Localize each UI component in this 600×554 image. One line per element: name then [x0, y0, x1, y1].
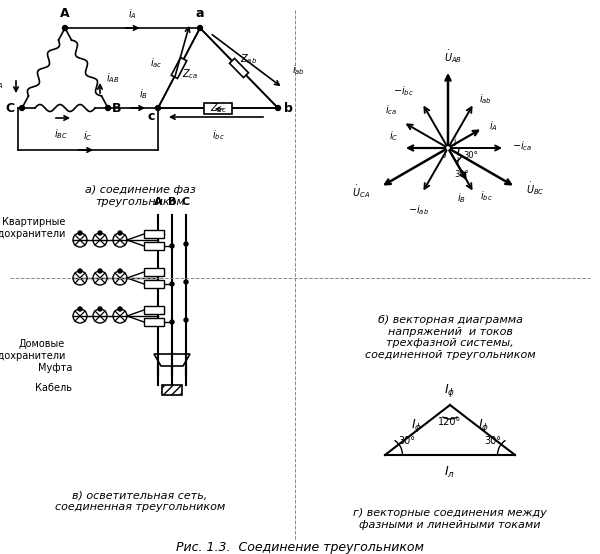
Text: C: C: [6, 101, 15, 115]
Text: $i_B$: $i_B$: [139, 87, 148, 101]
Text: $i_C$: $i_C$: [83, 129, 92, 143]
Text: $i_A$: $i_A$: [488, 119, 497, 133]
Circle shape: [118, 269, 122, 273]
Circle shape: [197, 25, 203, 30]
Text: б) векторная диаграмма
напряжений  и токов
трехфазной системы,
соединенной треуг: б) векторная диаграмма напряжений и токо…: [365, 315, 535, 360]
Text: c: c: [148, 110, 155, 123]
Text: $i_{ac}$: $i_{ac}$: [151, 56, 163, 70]
Text: $-i_{ab}$: $-i_{ab}$: [409, 203, 430, 217]
Polygon shape: [230, 58, 248, 78]
Text: $\dot{U}_{CA}$: $\dot{U}_{CA}$: [352, 183, 370, 201]
Bar: [144, 268, 164, 276]
Circle shape: [118, 231, 122, 235]
Circle shape: [184, 242, 188, 246]
Text: $i_{ab}$: $i_{ab}$: [479, 92, 492, 106]
Text: $i_{bc}$: $i_{bc}$: [212, 128, 224, 142]
Text: $\dot{U}_{AB}$: $\dot{U}_{AB}$: [444, 48, 462, 65]
Text: $I_\phi$: $I_\phi$: [411, 417, 422, 433]
Circle shape: [184, 318, 188, 322]
Bar: [144, 306, 164, 314]
Text: $i_{AB}$: $i_{AB}$: [106, 71, 119, 85]
Text: а) соединение фаз
треугольником: а) соединение фаз треугольником: [85, 185, 196, 207]
Text: Муфта: Муфта: [38, 363, 72, 373]
Bar: [144, 230, 164, 238]
Text: $i_{ab}$: $i_{ab}$: [292, 63, 305, 77]
Text: B: B: [168, 197, 176, 207]
Text: $i_B$: $i_B$: [457, 192, 466, 206]
Circle shape: [62, 25, 67, 30]
Text: A: A: [60, 7, 70, 20]
Text: C: C: [182, 197, 190, 207]
Text: 30°: 30°: [463, 151, 478, 160]
Text: b: b: [284, 101, 293, 115]
Circle shape: [184, 280, 188, 284]
Text: j: j: [456, 156, 458, 165]
Bar: [204, 102, 232, 114]
Text: $Z_{ca}$: $Z_{ca}$: [182, 67, 199, 81]
Text: $i_C$: $i_C$: [389, 129, 398, 143]
Text: $-i_{bc}$: $-i_{bc}$: [393, 84, 414, 98]
Circle shape: [98, 307, 102, 311]
Circle shape: [170, 320, 174, 324]
Text: $-i_{ca}$: $-i_{ca}$: [512, 139, 532, 153]
Circle shape: [19, 105, 25, 110]
Text: 30°: 30°: [455, 170, 469, 179]
Text: 30°: 30°: [485, 436, 502, 446]
Text: $I_\phi$: $I_\phi$: [478, 417, 489, 433]
Text: j: j: [453, 136, 455, 146]
Polygon shape: [171, 58, 187, 79]
Bar: [144, 318, 164, 326]
Text: 30°: 30°: [398, 436, 415, 446]
Text: г) векторные соединения между
фазными и линейными токами: г) векторные соединения между фазными и …: [353, 508, 547, 530]
Text: $i_{bc}$: $i_{bc}$: [480, 189, 493, 203]
Text: $\dot{U}_{BC}$: $\dot{U}_{BC}$: [526, 181, 544, 197]
Text: j: j: [443, 148, 445, 157]
Text: $Z_{bc}$: $Z_{bc}$: [209, 101, 226, 115]
Text: $i_{ca}$: $i_{ca}$: [385, 103, 397, 117]
Text: B: B: [112, 101, 121, 115]
Text: 120°: 120°: [439, 417, 461, 427]
Circle shape: [98, 269, 102, 273]
Text: $i_{BC}$: $i_{BC}$: [54, 127, 68, 141]
Text: Квартирные
предохранители: Квартирные предохранители: [0, 217, 65, 239]
Circle shape: [118, 307, 122, 311]
Circle shape: [98, 231, 102, 235]
Text: A: A: [154, 197, 163, 207]
Circle shape: [106, 105, 110, 110]
Circle shape: [170, 282, 174, 286]
Bar: [144, 242, 164, 250]
Text: $I_\phi$: $I_\phi$: [445, 382, 455, 399]
Text: $i_{CA}$: $i_{CA}$: [0, 77, 4, 91]
Text: Домовые
предохранители: Домовые предохранители: [0, 339, 65, 361]
Text: a: a: [196, 7, 204, 20]
Circle shape: [78, 269, 82, 273]
Text: Кабель: Кабель: [35, 383, 72, 393]
Text: $Z_{ab}$: $Z_{ab}$: [240, 52, 257, 66]
Bar: [162, 385, 182, 395]
Text: в) осветительная сеть,
соединенная треугольником: в) осветительная сеть, соединенная треуг…: [55, 490, 225, 511]
Text: Рис. 1.3.  Соединение треугольником: Рис. 1.3. Соединение треугольником: [176, 541, 424, 554]
Circle shape: [155, 105, 161, 110]
Circle shape: [78, 307, 82, 311]
Circle shape: [170, 244, 174, 248]
Circle shape: [275, 105, 281, 110]
Bar: [144, 280, 164, 288]
Circle shape: [78, 231, 82, 235]
Text: $I_л$: $I_л$: [445, 465, 455, 480]
Text: $i_A$: $i_A$: [128, 7, 137, 21]
